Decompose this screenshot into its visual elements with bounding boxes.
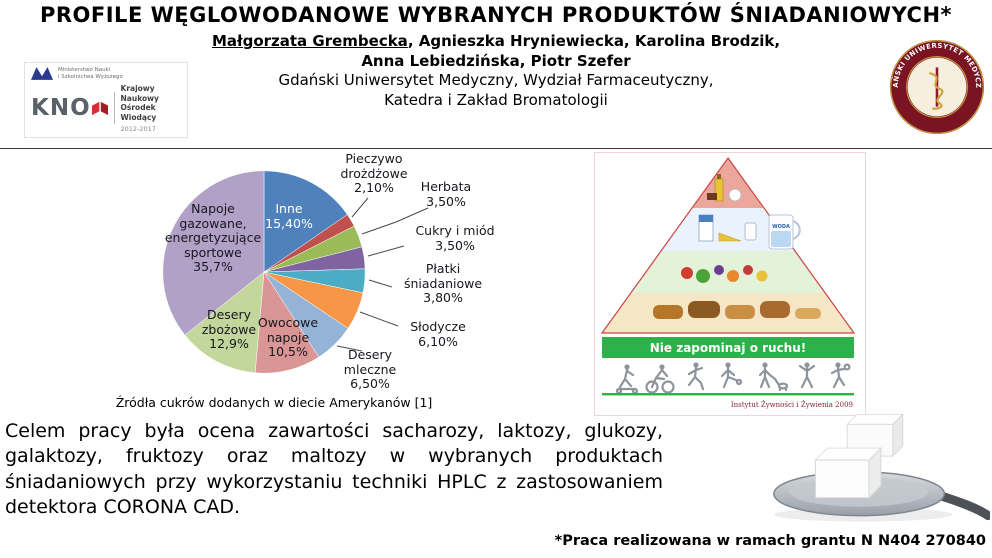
pie-slice-inne <box>263 170 348 273</box>
sugar-spoon-image <box>773 413 990 522</box>
affiliation-line2: Katedra i Zakład Bromatologii <box>384 90 608 109</box>
abstract-paragraph: Celem pracy była ocena zawartości sachar… <box>5 420 663 518</box>
pie-slice-desery-zbozowe <box>184 271 265 374</box>
leader-platki <box>368 279 393 288</box>
header: PROFILE WĘGLOWODANOWE WYBRANYCH PRODUKTÓ… <box>0 0 992 110</box>
page-title: PROFILE WĘGLOWODANOWE WYBRANYCH PRODUKTÓ… <box>39 3 953 27</box>
ministry-name-line2: i Szkolnictwa Wyższego <box>58 73 123 80</box>
know-logo-row: KNO Krajowy Naukowy Ośrodek Wiodący 2012… <box>31 84 181 133</box>
runner-figure-icon <box>687 362 705 391</box>
authors-line1: Małgorzata Grembecka, Agnieszka Hryniewi… <box>0 32 992 52</box>
ball-player-figure-icon <box>830 362 851 389</box>
pie-leader-lines <box>336 197 429 352</box>
know-logo: Ministerstwo Nauki i Szkolnictwa Wyższeg… <box>24 62 188 138</box>
kicker-figure-icon <box>720 362 743 389</box>
spoon-handle <box>935 491 990 521</box>
leader-pieczywo <box>351 197 369 218</box>
leader-desery-mleczne <box>336 345 363 352</box>
pyramid-credit: Instytut Żywności i Żywienia 2009 <box>731 400 853 409</box>
pie-slice-napoje-gazowane <box>162 170 265 336</box>
pie-label-owocowe-napoje: Owocowe napoje 10,5% <box>257 315 319 359</box>
university-seal-logo: GDAŃSKI UNIWERSYTET MEDYCZNY <box>888 38 985 135</box>
pie-label-pieczywo: Pieczywo drożdżowe 2,10% <box>340 151 408 195</box>
gymnast-figure-icon <box>798 362 816 389</box>
divider <box>113 92 115 125</box>
leader-cukry <box>367 245 405 257</box>
pie-label-cukry-i-miod: Cukry i miód 3,50% <box>415 223 495 253</box>
pie-label-desery-mleczne: Desery mleczne 6,50% <box>343 347 397 391</box>
ministry-name-line1: Ministerstwo Nauki <box>58 67 111 73</box>
cyclist-figure-icon <box>645 364 675 394</box>
activity-banner-text: Nie zapominaj o ruchu! <box>650 341 807 355</box>
ministry-icon <box>31 67 53 81</box>
know-years: 2012-2017 <box>120 124 156 133</box>
activity-figures <box>615 362 851 395</box>
authors-line1-rest: , Agnieszka Hryniewiecka, Karolina Brodz… <box>407 32 781 50</box>
chart-caption: Źródła cukrów dodanych w diecie Amerykan… <box>115 395 433 410</box>
pie-label-slodycze: Słodycze 6,10% <box>410 319 466 349</box>
know-name: Krajowy Naukowy Ośrodek Wiodący 2012-201… <box>121 84 181 133</box>
know-acronym: KNO <box>31 94 91 121</box>
leader-slodycze <box>359 311 399 327</box>
pie-label-inne: Inne 15,40% <box>265 201 313 231</box>
pie-chart-panel: Inne 15,40% Pieczywo drożdżowe 2,10% Her… <box>0 150 560 422</box>
pie-label-herbata: Herbata 3,50% <box>420 179 472 209</box>
grant-footnote: *Praca realizowana w ramach grantu N N40… <box>554 533 986 549</box>
ministry-logo: Ministerstwo Nauki i Szkolnictwa Wyższeg… <box>31 67 181 81</box>
sugar-cube-front <box>814 446 883 499</box>
pie-label-platki: Płatki śniadaniowe 3,80% <box>403 261 483 305</box>
pyramid-tier-dairy <box>602 208 854 251</box>
ministry-name: Ministerstwo Nauki i Szkolnictwa Wyższeg… <box>58 67 123 81</box>
authors-line2: Anna Lebiedzińska, Piotr Szefer <box>361 51 631 70</box>
know-name-line2: Ośrodek Wiodący <box>120 103 157 122</box>
food-pyramid-graphic: WODA Nie zapominaj o ruchu! <box>600 156 856 409</box>
header-divider <box>0 148 992 149</box>
open-book-icon <box>91 101 108 116</box>
asclepius-staff-icon <box>929 67 944 110</box>
author-underlined: Małgorzata Grembecka <box>211 32 408 50</box>
affiliation-line1: Gdański Uniwersytet Medyczny, Wydział Fa… <box>278 71 714 89</box>
pie-label-napoje-gazowane: Napoje gazowane, energetyzujące sportowe… <box>164 201 262 274</box>
scooter-figure-icon <box>615 364 639 395</box>
water-jug-label: WODA <box>772 224 790 230</box>
pie-chart <box>162 170 366 374</box>
pie-label-desery-zbozowe: Desery zbożowe 12,9% <box>201 307 257 351</box>
activity-banner <box>602 337 854 358</box>
leader-herbata <box>361 207 429 235</box>
food-pyramid-figure: WODA Nie zapominaj o ruchu! <box>594 152 866 416</box>
pyramid-bottom-rule <box>602 393 854 396</box>
know-name-line1: Krajowy Naukowy <box>120 83 159 103</box>
dog-walker-figure-icon <box>758 362 789 392</box>
water-jug-icon: WODA <box>768 214 801 250</box>
